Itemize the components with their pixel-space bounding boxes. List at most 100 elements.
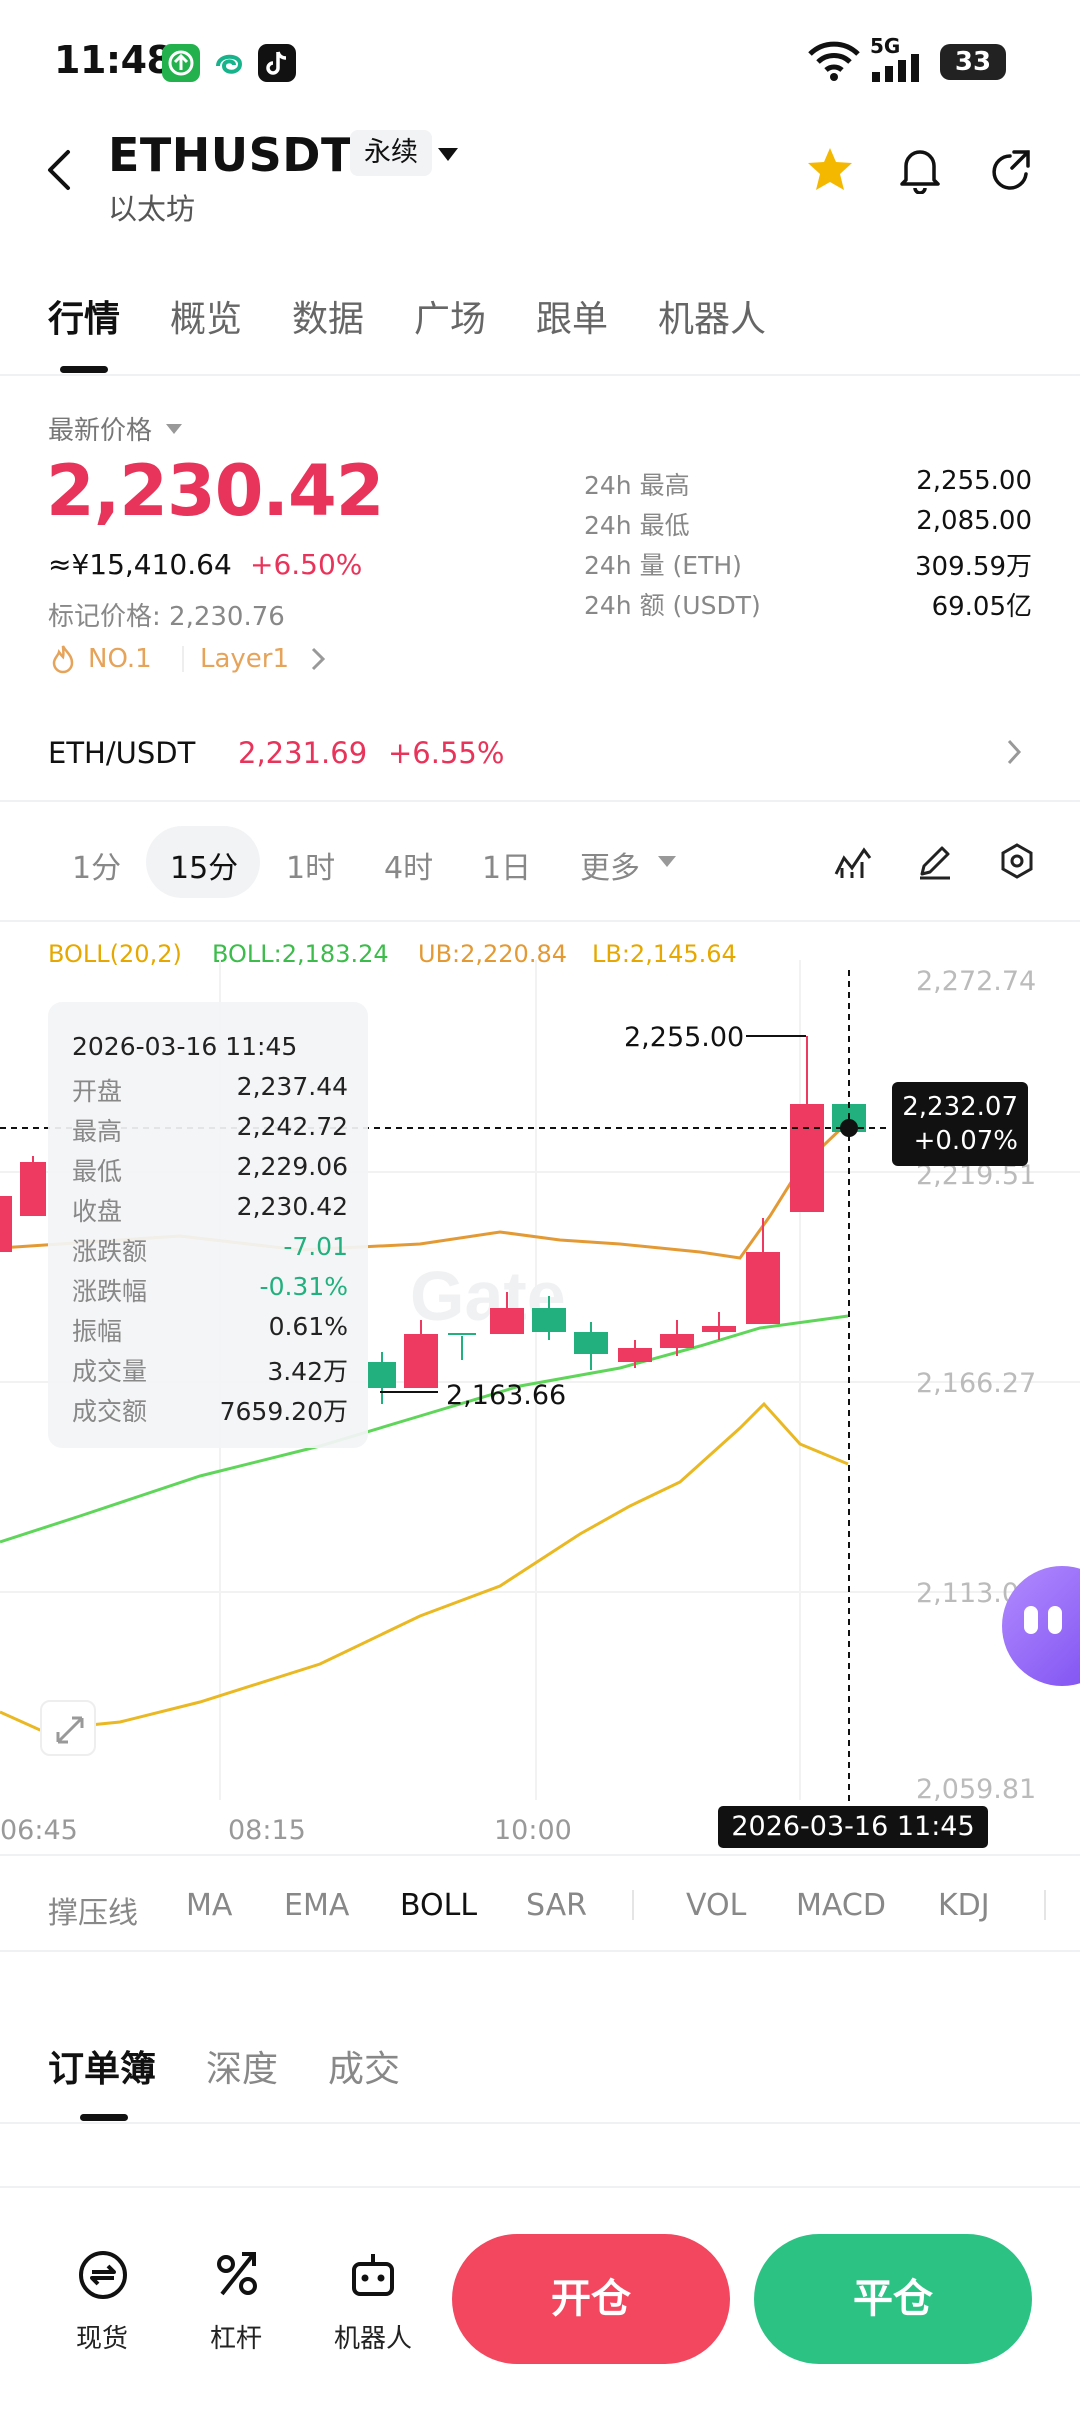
boll-legend-mid: BOLL:2,183.24 — [212, 940, 389, 968]
draw-pen-icon[interactable] — [916, 842, 954, 884]
tab-market[interactable]: 行情 — [48, 299, 121, 340]
tooltip-time: 2026-03-16 11:45 — [72, 1032, 298, 1061]
stat-label-volume: 24h 量 (ETH) — [584, 551, 742, 580]
tab-depth[interactable]: 深度 — [206, 2049, 279, 2090]
nav-label-bots[interactable]: 机器人 — [334, 2324, 413, 2354]
indicator-vol[interactable]: VOL — [686, 1888, 747, 1923]
caret-down-icon[interactable] — [438, 148, 458, 161]
tooltip-key: 成交额 — [72, 1397, 148, 1426]
tiktok-icon — [258, 44, 296, 82]
interval-1h[interactable]: 1时 — [286, 851, 336, 886]
tab-orderbook[interactable]: 订单簿 — [48, 2049, 157, 2090]
close-position-button[interactable]: 平仓 — [754, 2234, 1032, 2364]
y-axis-label: 2,272.74 — [916, 966, 1037, 997]
tab-data[interactable]: 数据 — [292, 299, 365, 340]
interval-more[interactable]: 更多 — [580, 851, 640, 886]
spot-pair[interactable]: ETH/USDT — [48, 736, 196, 770]
fire-icon — [50, 644, 76, 678]
back-arrow-icon[interactable] — [44, 148, 74, 196]
tooltip-key: 开盘 — [72, 1077, 123, 1106]
ohlc-tooltip — [48, 1002, 368, 1448]
tooltip-key: 振幅 — [72, 1317, 123, 1346]
active-tab-indicator — [80, 2114, 128, 2121]
tab-trades[interactable]: 成交 — [328, 2049, 401, 2090]
stat-label-high: 24h 最高 — [584, 471, 690, 500]
nav-label-margin[interactable]: 杠杆 — [210, 2324, 263, 2354]
leverage-percent-icon[interactable] — [210, 2248, 264, 2306]
fullscreen-button[interactable] — [40, 1700, 96, 1756]
open-position-button[interactable]: 开仓 — [452, 2234, 730, 2364]
stat-value-turnover: 69.05亿 — [931, 592, 1032, 622]
candle — [746, 1252, 780, 1324]
interval-15m[interactable]: 15分 — [170, 851, 239, 886]
tooltip-value: 2,242.72 — [236, 1112, 348, 1141]
interval-1m[interactable]: 1分 — [72, 851, 122, 886]
x-axis-label: 08:15 — [228, 1815, 306, 1846]
indicator-support-resistance[interactable]: 撑压线 — [48, 1896, 138, 1931]
candle — [404, 1334, 438, 1388]
signal-5g-label: 5G — [870, 34, 901, 58]
share-icon[interactable] — [988, 148, 1034, 198]
tab-bots[interactable]: 机器人 — [658, 299, 767, 340]
tooltip-value: 2,237.44 — [236, 1072, 348, 1101]
status-time: 11:48 — [54, 38, 173, 82]
indicator-boll[interactable]: BOLL — [400, 1888, 478, 1923]
indicator-ma[interactable]: MA — [186, 1888, 233, 1923]
crosshair-dot — [840, 1119, 858, 1137]
indicator-sar[interactable]: SAR — [526, 1888, 587, 1923]
tooltip-key: 收盘 — [72, 1197, 123, 1226]
wifi-icon — [806, 40, 862, 86]
indicator-chart-icon[interactable] — [834, 844, 872, 884]
indicator-kdj[interactable]: KDJ — [938, 1888, 990, 1923]
divider — [0, 374, 1080, 376]
contract-type-badge[interactable]: 永续 — [350, 130, 432, 176]
price-cny: ≈¥15,410.64 — [48, 548, 232, 581]
x-axis-label: 10:00 — [494, 1815, 572, 1846]
robot-icon[interactable] — [346, 2248, 400, 2306]
pair-name: 以太坊 — [108, 192, 196, 226]
tooltip-value: -7.01 — [283, 1232, 348, 1261]
divider — [0, 1854, 1080, 1856]
caret-down-icon[interactable] — [658, 856, 676, 867]
tooltip-value: 0.61% — [268, 1312, 348, 1341]
indicator-ema[interactable]: EMA — [284, 1888, 350, 1923]
indicator-macd[interactable]: MACD — [796, 1888, 886, 1923]
interval-1d[interactable]: 1日 — [482, 851, 532, 886]
stat-label-turnover: 24h 额 (USDT) — [584, 591, 761, 620]
last-price: 2,230.42 — [46, 450, 384, 532]
bell-icon[interactable] — [898, 146, 942, 198]
boll-legend-ub: UB:2,220.84 — [418, 940, 567, 968]
caret-down-icon[interactable] — [166, 424, 182, 434]
tab-overview[interactable]: 概览 — [170, 299, 243, 340]
interval-4h[interactable]: 4时 — [384, 851, 434, 886]
settings-hex-icon[interactable] — [998, 842, 1036, 884]
tooltip-value: 3.42万 — [267, 1357, 348, 1386]
mark-price: 标记价格: 2,230.76 — [48, 602, 285, 632]
sector-tag[interactable]: Layer1 — [200, 644, 290, 674]
favorite-star-icon[interactable] — [806, 146, 854, 196]
tooltip-value: -0.31% — [259, 1272, 348, 1301]
stat-value-low: 2,085.00 — [916, 506, 1032, 536]
rank-tag[interactable]: NO.1 — [88, 644, 152, 674]
boll-legend-name: BOLL(20,2) — [48, 940, 182, 968]
y-axis-label: 2,113.0 — [916, 1578, 1020, 1609]
tab-copy-trading[interactable]: 跟单 — [536, 299, 609, 340]
chevron-right-icon[interactable] — [1006, 738, 1022, 770]
active-tab-indicator — [60, 366, 108, 373]
high-price-label: 2,255.00 — [624, 1022, 745, 1053]
tooltip-value: 2,229.06 — [236, 1152, 348, 1181]
price-change-pct: +6.50% — [250, 548, 363, 581]
crosshair-pct: +0.07% — [913, 1126, 1018, 1156]
spot-exchange-icon[interactable] — [76, 2248, 130, 2306]
last-price-label[interactable]: 最新价格 — [48, 416, 153, 446]
divider — [0, 800, 1080, 802]
chevron-right-icon[interactable] — [310, 646, 326, 676]
tooltip-key: 涨跌额 — [72, 1237, 148, 1266]
spot-price: 2,231.69 — [238, 736, 368, 770]
nav-label-spot[interactable]: 现货 — [76, 2324, 129, 2354]
expand-icon — [56, 1716, 84, 1744]
divider — [182, 646, 184, 672]
pair-symbol[interactable]: ETHUSDT — [108, 128, 353, 182]
stat-value-volume: 309.59万 — [915, 552, 1032, 582]
tab-square[interactable]: 广场 — [414, 299, 487, 340]
